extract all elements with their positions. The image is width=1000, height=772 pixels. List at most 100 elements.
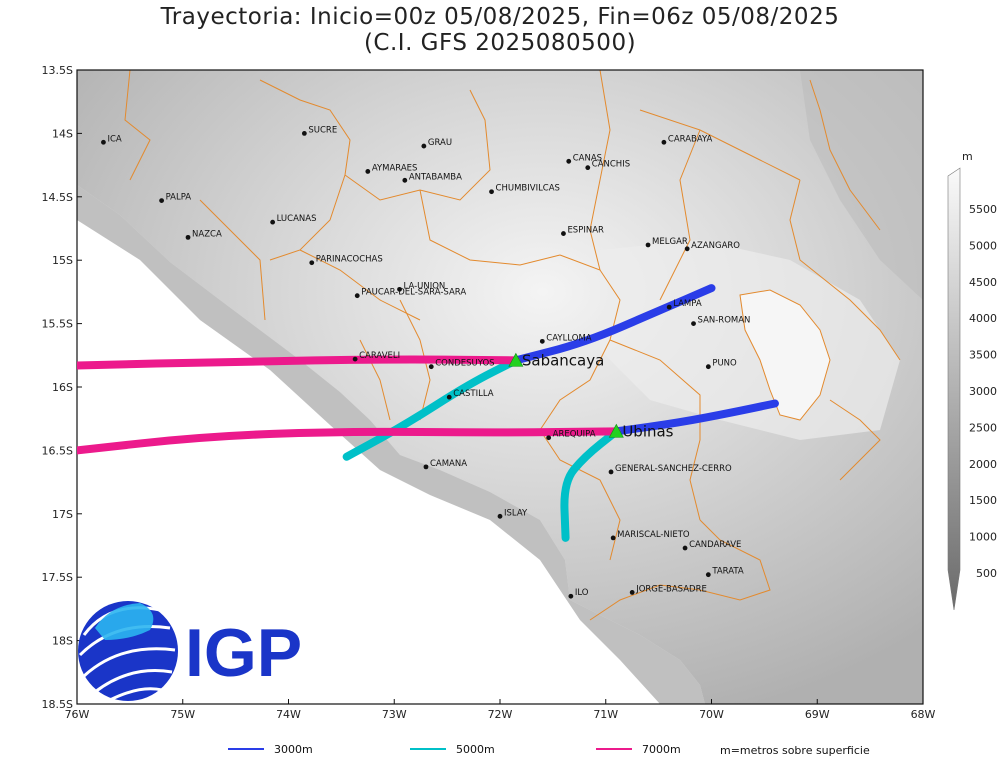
province-boundaries	[124, 70, 901, 621]
place-marker	[489, 189, 494, 195]
place-marker	[423, 464, 429, 470]
y-axis: 13.5S 14S 14.5S 15S 15.5S 16S 16.5S 17S 17.5S 18S…	[42, 64, 82, 711]
colorbar-label: 4000	[969, 312, 997, 325]
volcano-label: Sabancaya	[522, 351, 604, 369]
trajectory-ubinas-7000m	[77, 427, 621, 455]
place-marker	[270, 219, 276, 225]
place-label: SAN-ROMAN	[698, 316, 751, 326]
map-title: Trayectoria: Inicio=00z 05/08/2025, Fin=…	[160, 4, 840, 30]
place-label: PAUCAR-DEL-SARA-SARA	[361, 288, 466, 298]
place-marker	[354, 293, 360, 299]
place-marker	[666, 304, 672, 310]
colorbar-label: 1500	[969, 494, 997, 507]
x-tick-label: 76W	[65, 708, 90, 721]
place-label: PALPA	[166, 193, 192, 203]
place-label: MARISCAL-NIETO	[617, 530, 690, 540]
place-label: CANAS	[573, 153, 602, 163]
place-marker	[301, 131, 307, 136]
place-marker	[691, 321, 696, 326]
place-marker	[608, 469, 614, 475]
land-relief	[77, 70, 923, 704]
place-label: AREQUIPA	[553, 430, 596, 440]
place-label: GRAU	[428, 138, 452, 148]
y-tick-label: 13.5S	[42, 64, 73, 77]
colorbar-label: 1000	[969, 531, 997, 544]
place-marker	[446, 394, 452, 400]
y-tick-label: 16.5S	[42, 444, 73, 457]
eastern-lowland	[800, 70, 923, 300]
x-axis: 76W 75W 74W 73W 72W 71W 70W 69W 68W	[65, 699, 936, 721]
legend-label: 7000m	[642, 743, 681, 756]
y-tick-label: 17S	[52, 508, 73, 521]
colorbar-label: 2000	[969, 458, 997, 471]
place-label: PARINACOCHAS	[316, 255, 383, 265]
place-marker	[402, 177, 408, 183]
elevation-colorbar: m 5500 5000 4500 4000 3500 3000 2500 2000 1500 10…	[947, 150, 997, 611]
place-label: TARATA	[711, 567, 744, 577]
colorbar-label: 2500	[969, 421, 997, 434]
y-tick-label: 14.5S	[42, 191, 73, 204]
place-label: CAMANA	[430, 459, 467, 469]
place-label: ANTABAMBA	[409, 172, 462, 182]
map-subtitle: (C.I. GFS 2025080500)	[363, 30, 637, 56]
place-label: CAYLLOMA	[546, 333, 591, 343]
x-tick-label: 74W	[276, 708, 301, 721]
place-label: CANDARAVE	[689, 540, 741, 550]
place-label: CANCHIS	[592, 160, 630, 170]
logo-text: IGP	[185, 615, 302, 691]
place-label: LUCANAS	[277, 214, 317, 224]
place-marker	[397, 286, 402, 292]
colorbar-unit: m	[962, 150, 973, 163]
place-label: ISLAY	[504, 508, 528, 518]
x-tick-label: 69W	[805, 708, 830, 721]
place-marker	[546, 435, 552, 441]
x-tick-label: 70W	[699, 708, 724, 721]
place-marker	[585, 165, 591, 171]
place-marker	[352, 356, 358, 362]
colorbar-label: 500	[976, 567, 997, 580]
place-marker	[629, 590, 635, 595]
place-label: LA-UNION	[404, 281, 446, 291]
colorbar-label: 3500	[969, 349, 997, 362]
place-label: SUCRE	[308, 125, 337, 135]
y-tick-label: 17.5S	[42, 571, 73, 584]
legend-label: 5000m	[456, 743, 495, 756]
place-label: CASTILLA	[453, 389, 494, 399]
place-marker	[428, 364, 434, 370]
place-marker	[566, 158, 572, 164]
x-tick-label: 72W	[488, 708, 513, 721]
coastal-lowland	[77, 185, 705, 704]
place-label: CHUMBIVILCAS	[496, 184, 560, 194]
place-label: MELGAR	[652, 237, 688, 247]
place-marker	[645, 242, 651, 248]
place-marker	[568, 593, 574, 599]
place-label: ICA	[107, 134, 121, 144]
volcano-label: Ubinas	[622, 422, 673, 440]
place-label: ESPINAR	[567, 226, 604, 236]
colorbar-label: 5000	[969, 239, 997, 252]
place-marker	[684, 246, 690, 252]
place-marker	[309, 260, 315, 266]
place-label: NAZCA	[192, 229, 222, 239]
trajectory-sabancaya-3000m	[511, 284, 716, 365]
place-marker	[365, 169, 371, 174]
place-label: ILO	[575, 588, 589, 598]
place-marker	[421, 143, 427, 149]
x-tick-label: 73W	[382, 708, 407, 721]
legend-note: m=metros sobre superficie	[720, 744, 870, 757]
logo-swirl-icon	[78, 606, 176, 702]
y-tick-label: 15.5S	[42, 318, 73, 331]
place-label: CONDESUYOS	[435, 359, 494, 369]
place-label: AZANGARO	[691, 241, 740, 251]
x-tick-label: 75W	[170, 708, 195, 721]
y-tick-label: 18S	[52, 635, 73, 648]
trajectory-legend: 3000m 5000m 7000m	[228, 743, 681, 756]
place-marker	[539, 338, 545, 344]
volcano-icon	[508, 352, 524, 367]
x-tick-label: 68W	[911, 708, 936, 721]
place-label: CARABAYA	[668, 134, 713, 144]
igp-logo: IGP	[78, 601, 302, 702]
place-marker	[705, 572, 711, 578]
colorbar-label: 4500	[969, 276, 997, 289]
